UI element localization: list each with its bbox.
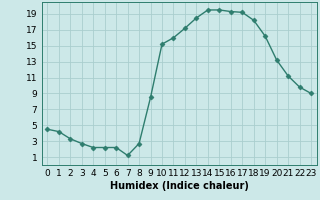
X-axis label: Humidex (Indice chaleur): Humidex (Indice chaleur) [110, 181, 249, 191]
